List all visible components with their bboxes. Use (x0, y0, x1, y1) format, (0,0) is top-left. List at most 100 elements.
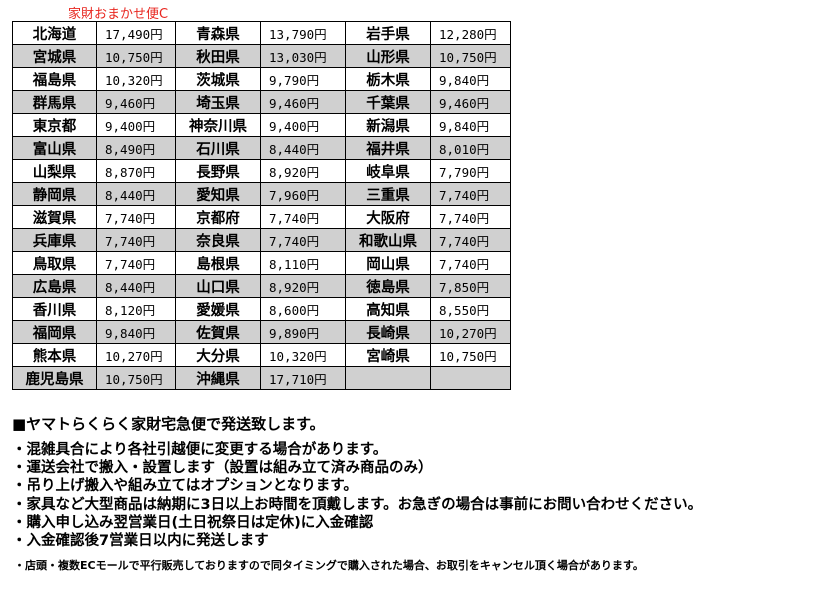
note-item: ・家具など大型商品は納期に3日以上お時間を頂戴します。お急ぎの場合は事前にお問い… (12, 496, 703, 513)
price-cell: 9,460円 (96, 90, 176, 114)
price-cell: 7,740円 (96, 205, 176, 229)
prefecture-cell: 大分県 (175, 343, 261, 367)
price-cell: 7,740円 (96, 228, 176, 252)
prefecture-cell: 長野県 (175, 159, 261, 183)
price-cell: 9,400円 (260, 113, 346, 137)
prefecture-cell: 東京都 (12, 113, 97, 137)
prefecture-cell: 岩手県 (345, 21, 431, 45)
prefecture-cell: 三重県 (345, 182, 431, 206)
prefecture-cell: 宮崎県 (345, 343, 431, 367)
table-row: 北海道 17,490円 青森県 13,790円 岩手県 12,280円 (12, 21, 511, 45)
prefecture-cell: 愛媛県 (175, 297, 261, 321)
price-cell: 9,840円 (430, 113, 511, 137)
table-row: 兵庫県 7,740円 奈良県 7,740円 和歌山県 7,740円 (12, 228, 511, 252)
prefecture-cell: 岐阜県 (345, 159, 431, 183)
prefecture-cell: 京都府 (175, 205, 261, 229)
price-cell: 17,490円 (96, 21, 176, 45)
table-row: 宮城県 10,750円 秋田県 13,030円 山形県 10,750円 (12, 44, 511, 68)
price-cell: 9,460円 (430, 90, 511, 114)
prefecture-cell: 静岡県 (12, 182, 97, 206)
table-title: 家財おまかせ便C (68, 7, 169, 22)
price-cell: 7,740円 (430, 182, 511, 206)
table-row: 熊本県 10,270円 大分県 10,320円 宮崎県 10,750円 (12, 343, 511, 367)
prefecture-cell: 熊本県 (12, 343, 97, 367)
prefecture-cell: 佐賀県 (175, 320, 261, 344)
prefecture-cell: 岡山県 (345, 251, 431, 275)
prefecture-cell: 香川県 (12, 297, 97, 321)
prefecture-cell: 神奈川県 (175, 113, 261, 137)
price-cell: 9,790円 (260, 67, 346, 91)
price-cell: 9,840円 (96, 320, 176, 344)
price-cell: 13,790円 (260, 21, 346, 45)
price-cell: 10,320円 (260, 343, 346, 367)
price-cell: 7,960円 (260, 182, 346, 206)
prefecture-cell: 長崎県 (345, 320, 431, 344)
prefecture-cell: 兵庫県 (12, 228, 97, 252)
price-cell: 13,030円 (260, 44, 346, 68)
table-row: 香川県 8,120円 愛媛県 8,600円 高知県 8,550円 (12, 297, 511, 321)
table-row: 広島県 8,440円 山口県 8,920円 徳島県 7,850円 (12, 274, 511, 298)
price-cell: 10,750円 (96, 366, 176, 390)
prefecture-cell: 石川県 (175, 136, 261, 160)
price-cell: 10,320円 (96, 67, 176, 91)
prefecture-cell: 埼玉県 (175, 90, 261, 114)
note-item: ・混雑具合により各社引越便に変更する場合があります。 (12, 442, 388, 458)
price-cell: 8,440円 (260, 136, 346, 160)
table-row: 福岡県 9,840円 佐賀県 9,890円 長崎県 10,270円 (12, 320, 511, 344)
prefecture-cell: 新潟県 (345, 113, 431, 137)
prefecture-cell: 福井県 (345, 136, 431, 160)
table-row: 滋賀県 7,740円 京都府 7,740円 大阪府 7,740円 (12, 205, 511, 229)
price-cell: 8,600円 (260, 297, 346, 321)
prefecture-cell: 滋賀県 (12, 205, 97, 229)
prefecture-cell: 沖縄県 (175, 366, 261, 390)
price-cell: 7,790円 (430, 159, 511, 183)
prefecture-cell: 大阪府 (345, 205, 431, 229)
price-cell: 8,920円 (260, 274, 346, 298)
price-cell: 7,740円 (430, 205, 511, 229)
prefecture-cell: 愛知県 (175, 182, 261, 206)
price-cell: 8,490円 (96, 136, 176, 160)
price-cell: 9,890円 (260, 320, 346, 344)
table-row: 山梨県 8,870円 長野県 8,920円 岐阜県 7,790円 (12, 159, 511, 183)
price-cell: 10,750円 (96, 44, 176, 68)
table-row: 群馬県 9,460円 埼玉県 9,460円 千葉県 9,460円 (12, 90, 511, 114)
price-cell: 8,550円 (430, 297, 511, 321)
price-cell: 8,010円 (430, 136, 511, 160)
prefecture-cell: 鳥取県 (12, 251, 97, 275)
price-cell: 7,740円 (96, 251, 176, 275)
prefecture-cell: 茨城県 (175, 67, 261, 91)
prefecture-cell: 宮城県 (12, 44, 97, 68)
price-cell: 10,750円 (430, 44, 511, 68)
price-cell: 10,270円 (430, 320, 511, 344)
prefecture-cell: 高知県 (345, 297, 431, 321)
note-item: ・吊り上げ搬入や組み立てはオプションとなります。 (12, 478, 358, 495)
table-row: 鹿児島県 10,750円 沖縄県 17,710円 (12, 366, 511, 390)
prefecture-cell: 千葉県 (345, 90, 431, 114)
note-item: ・運送会社で搬入・設置します（設置は組み立て済み商品のみ） (12, 460, 433, 477)
price-cell: 8,110円 (260, 251, 346, 275)
table-row: 富山県 8,490円 石川県 8,440円 福井県 8,010円 (12, 136, 511, 160)
prefecture-cell: 徳島県 (345, 274, 431, 298)
price-cell: 7,850円 (430, 274, 511, 298)
prefecture-cell: 島根県 (175, 251, 261, 275)
prefecture-cell: 山形県 (345, 44, 431, 68)
prefecture-cell: 群馬県 (12, 90, 97, 114)
price-cell: 9,400円 (96, 113, 176, 137)
prefecture-cell: 青森県 (175, 21, 261, 45)
price-cell: 10,750円 (430, 343, 511, 367)
prefecture-cell: 奈良県 (175, 228, 261, 252)
prefecture-cell: 鹿児島県 (12, 366, 97, 390)
table-row: 静岡県 8,440円 愛知県 7,960円 三重県 7,740円 (12, 182, 511, 206)
prefecture-cell (345, 366, 431, 390)
price-cell: 7,740円 (430, 251, 511, 275)
price-cell: 8,440円 (96, 274, 176, 298)
price-cell (430, 366, 511, 390)
price-cell: 7,740円 (260, 205, 346, 229)
table-row: 福島県 10,320円 茨城県 9,790円 栃木県 9,840円 (12, 67, 511, 91)
prefecture-cell: 和歌山県 (345, 228, 431, 252)
price-cell: 8,120円 (96, 297, 176, 321)
prefecture-cell: 山梨県 (12, 159, 97, 183)
price-cell: 9,840円 (430, 67, 511, 91)
price-cell: 12,280円 (430, 21, 511, 45)
table-row: 東京都 9,400円 神奈川県 9,400円 新潟県 9,840円 (12, 113, 511, 137)
